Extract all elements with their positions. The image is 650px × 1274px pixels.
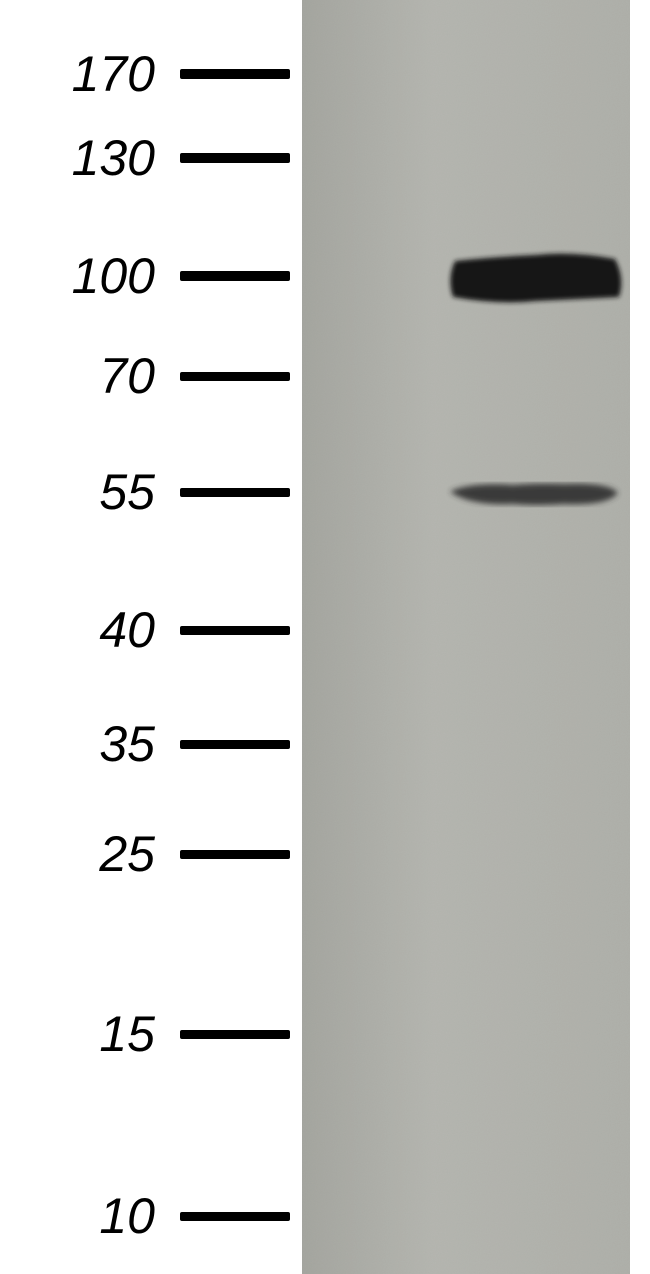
ladder-label: 130 <box>72 133 180 183</box>
lane-2 <box>442 0 630 1274</box>
band-shape <box>442 243 630 313</box>
protein-band <box>442 243 630 313</box>
ladder-label: 70 <box>99 351 180 401</box>
ladder-marker-100: 100 <box>0 247 290 305</box>
ladder-label: 170 <box>72 49 180 99</box>
ladder-tick <box>180 271 290 281</box>
ladder-tick <box>180 850 290 859</box>
ladder-marker-35: 35 <box>0 715 290 773</box>
ladder-marker-170: 170 <box>0 45 290 103</box>
band-shape <box>442 470 630 518</box>
ladder-marker-25: 25 <box>0 825 290 883</box>
ladder-marker-55: 55 <box>0 463 290 521</box>
ladder-label: 10 <box>99 1191 180 1241</box>
ladder-label: 55 <box>99 467 180 517</box>
ladder-marker-130: 130 <box>0 129 290 187</box>
ladder-tick <box>180 1212 290 1221</box>
western-blot-figure: 170 130 100 70 55 40 35 25 15 10 <box>0 0 650 1274</box>
ladder-marker-40: 40 <box>0 601 290 659</box>
lane-1 <box>302 0 442 1274</box>
ladder-tick <box>180 153 290 163</box>
ladder-tick <box>180 488 290 497</box>
ladder-label: 25 <box>99 829 180 879</box>
ladder-label: 35 <box>99 719 180 769</box>
ladder-marker-10: 10 <box>0 1187 290 1245</box>
ladder-tick <box>180 69 290 79</box>
ladder-tick <box>180 1030 290 1039</box>
ladder-label: 40 <box>99 605 180 655</box>
protein-band <box>442 470 630 518</box>
ladder-label: 100 <box>72 251 180 301</box>
ladder-label: 15 <box>99 1009 180 1059</box>
ladder-tick <box>180 372 290 381</box>
molecular-weight-ladder: 170 130 100 70 55 40 35 25 15 10 <box>0 0 290 1274</box>
ladder-marker-70: 70 <box>0 347 290 405</box>
ladder-tick <box>180 626 290 635</box>
ladder-marker-15: 15 <box>0 1005 290 1063</box>
blot-membrane <box>302 0 630 1274</box>
ladder-tick <box>180 740 290 749</box>
